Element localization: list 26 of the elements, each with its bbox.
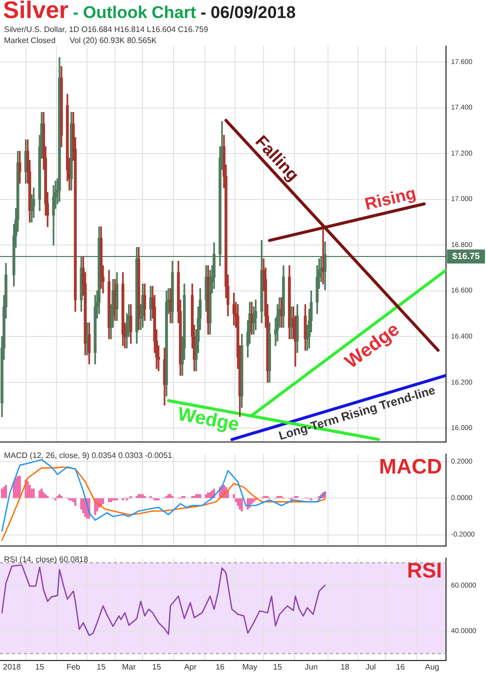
text: Rising [362, 183, 418, 214]
chart-subtitle: Silver/U.S. Dollar, 1D O16.684 H16.814 L16.604 C16.759 [4, 25, 208, 34]
ref-line-label: $16.75 [452, 250, 480, 261]
x-tick-label: 15 [35, 662, 45, 672]
text: Vol (20) 60.93K 80.565K [70, 36, 157, 45]
x-tick-label: 18 [340, 662, 350, 672]
chart-title: Silver - Outlook Chart - 06/09/2018 [3, 0, 296, 24]
x-tick-label: 15 [96, 662, 106, 672]
x-tick-label: 15 [273, 662, 283, 672]
x-tick-label: Jun [304, 662, 318, 672]
chart-title: MACD [379, 455, 442, 478]
chart-subtitle: RSI (14, close) 60.0818 [4, 555, 88, 564]
x-tick-label: Aug [425, 662, 440, 672]
chart-subtitle: MACD (12, 26, close, 9) 0.0354 0.0303 -0.0051 [4, 451, 172, 460]
x-tick-label: 16 [216, 662, 226, 672]
text: Wedge [176, 404, 241, 436]
text: Market Closed [4, 36, 56, 45]
x-tick-label: 15 [152, 662, 162, 672]
x-tick-label: Feb [66, 662, 81, 672]
x-tick-label: Jul [366, 662, 376, 672]
x-tick-label: May [242, 662, 258, 672]
x-tick-label: Apr [184, 662, 197, 672]
x-tick-label: 16 [396, 662, 406, 672]
x-tick-label: 2018 [2, 662, 22, 672]
x-tick-label: Mar [122, 662, 136, 672]
chart-title: RSI [406, 559, 442, 582]
